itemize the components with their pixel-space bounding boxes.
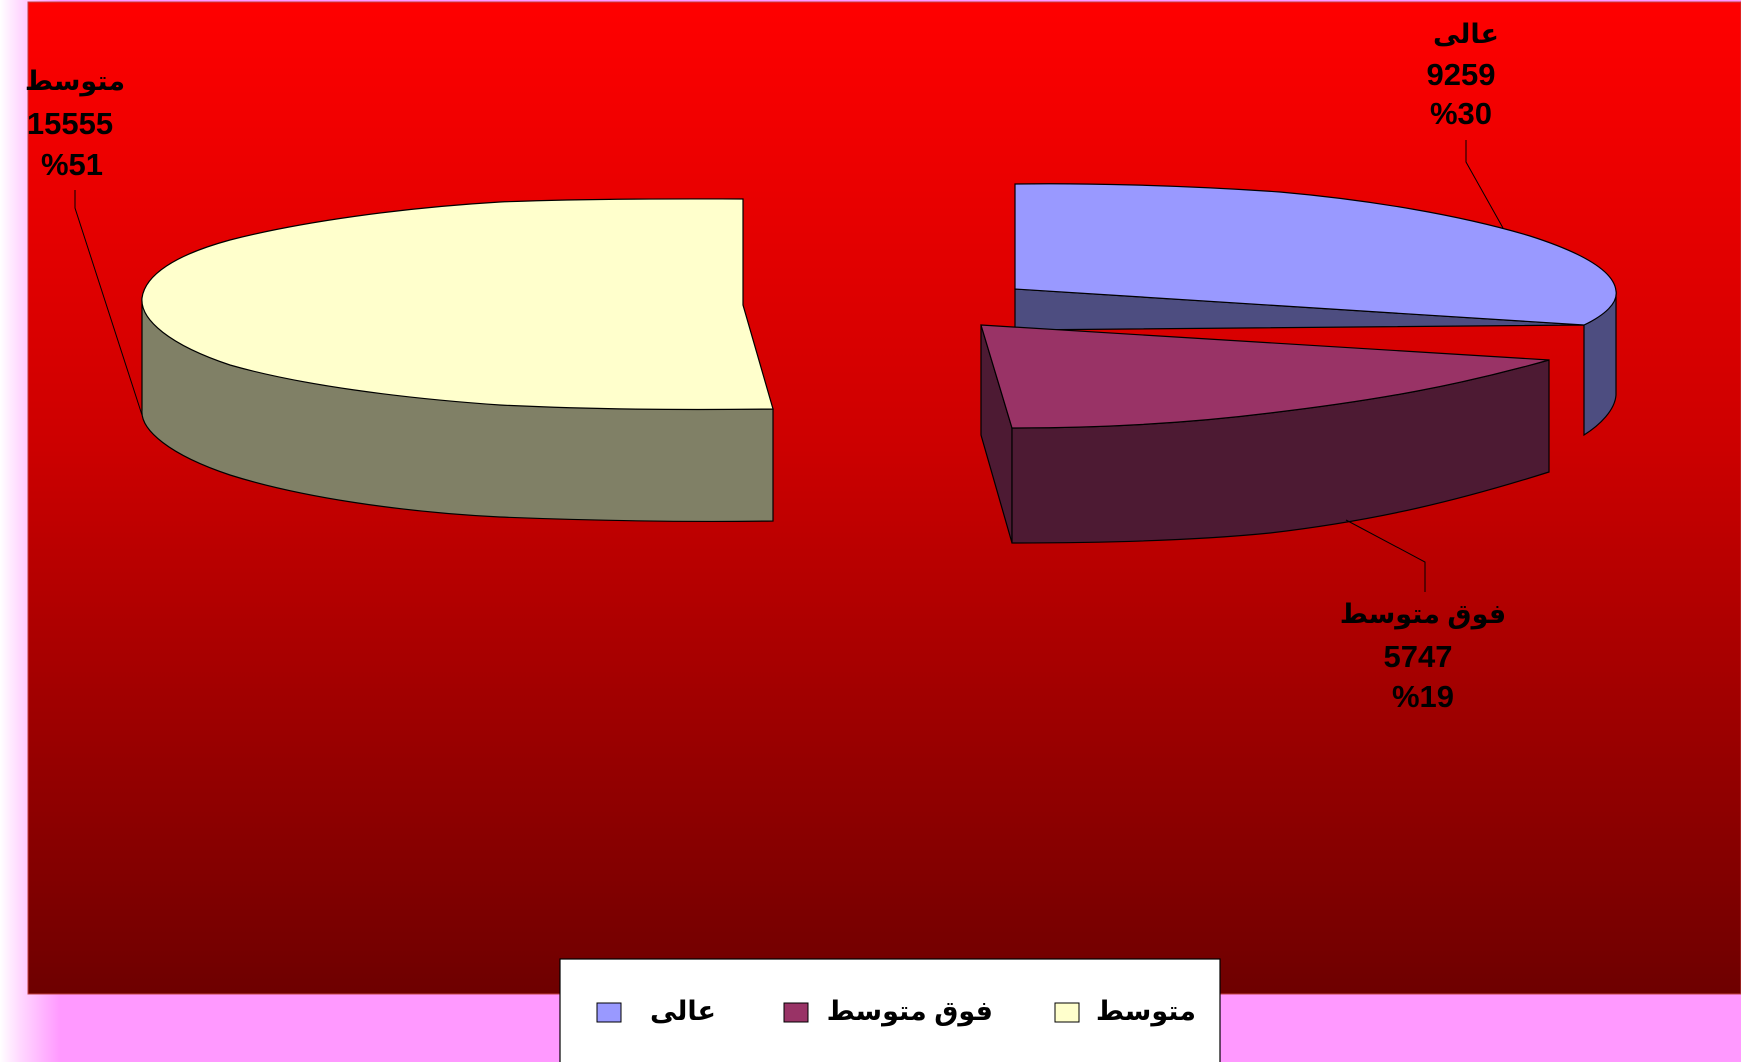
- data-label-mutawassit-percent: %51: [41, 147, 103, 182]
- data-label-mutawassit-value: 15555: [27, 106, 113, 141]
- pie-slice-aali-top: [1014, 183, 1617, 326]
- legend: متوسط فوق متوسط عالى: [559, 958, 1221, 1062]
- leader-line-mutawassit: [74, 190, 143, 416]
- legend-label-fawq-mutawassit: فوق متوسط: [827, 996, 993, 1027]
- data-label-fawq-percent: %19: [1392, 679, 1454, 714]
- legend-label-mutawassit: متوسط: [1096, 996, 1196, 1027]
- data-label-aali-value: 9259: [1427, 57, 1496, 92]
- legend-label-aali: عالى: [650, 996, 716, 1026]
- pie-slice-mutawassit: [141, 198, 774, 522]
- pie-slice-mutawassit-top: [141, 198, 774, 411]
- legend-item-aali: عالى: [596, 996, 716, 1026]
- legend-swatch-mutawassit: [1054, 1002, 1080, 1023]
- legend-box: [559, 958, 1221, 1062]
- pie-slice-fawq-mutawassit: [980, 324, 1550, 544]
- legend-swatch-aali: [596, 1002, 622, 1023]
- data-label-fawq-name: فوق متوسط: [1340, 599, 1506, 630]
- data-label-aali-name: عالى: [1433, 19, 1499, 49]
- data-label-mutawassit-name: متوسط: [25, 66, 125, 97]
- legend-item-mutawassit: متوسط: [1054, 996, 1196, 1027]
- legend-swatch-fawq-mutawassit: [783, 1002, 809, 1023]
- leader-line-fawq: [1345, 519, 1426, 592]
- data-label-aali: عالى 9259 %30: [1427, 19, 1500, 131]
- leader-line-aali: [1465, 140, 1504, 229]
- data-label-aali-percent: %30: [1430, 96, 1492, 131]
- data-label-fawq-value: 5747: [1384, 639, 1453, 674]
- plot-area: [27, 1, 1741, 995]
- data-label-mutawassit: متوسط 15555 %51: [25, 66, 125, 182]
- pie-slice-aali: [1014, 183, 1617, 437]
- pie-slice-fawq-top: [980, 324, 1550, 429]
- legend-item-fawq-mutawassit: فوق متوسط: [783, 996, 993, 1027]
- data-label-fawq-mutawassit: فوق متوسط 5747 %19: [1340, 599, 1506, 714]
